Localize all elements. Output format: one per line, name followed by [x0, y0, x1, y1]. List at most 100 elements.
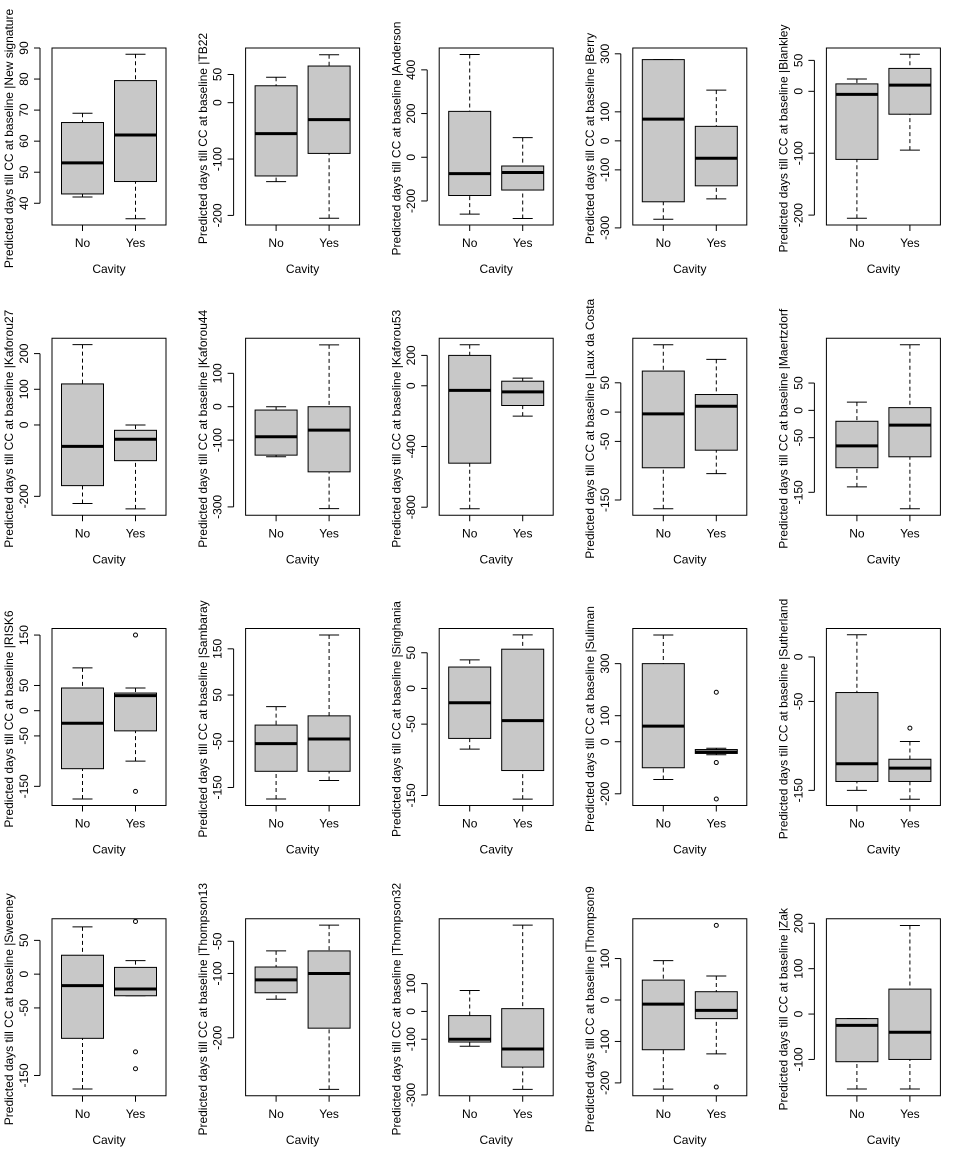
x-tick-label: No — [849, 236, 865, 250]
y-axis-label: Predicted days till CC at baseline |Blan… — [777, 25, 791, 253]
y-tick-label: 0 — [791, 653, 805, 660]
x-axis-label: Cavity — [867, 1133, 900, 1147]
outlier — [133, 918, 138, 924]
x-tick-label: Yes — [900, 817, 920, 831]
x-tick-label: No — [462, 236, 478, 250]
plot-frame — [51, 628, 167, 806]
y-tick-label: -100 — [404, 1027, 418, 1051]
y-tick-label: 100 — [598, 948, 612, 968]
plot-frame — [51, 918, 167, 1097]
x-tick-label: No — [462, 526, 478, 540]
box — [448, 1015, 492, 1043]
y-axis-label: Predicted days till CC at baseline |Laux… — [583, 298, 597, 558]
box — [61, 122, 104, 195]
plot-frame — [51, 337, 167, 516]
y-tick-label: -800 — [404, 495, 418, 519]
outlier — [133, 1066, 138, 1072]
y-tick-label: 50 — [17, 165, 31, 179]
y-axis-label: Predicted days till CC at baseline |Thom… — [196, 883, 210, 1136]
y-axis-label: Predicted days till CC at baseline |Swee… — [2, 893, 16, 1125]
box — [448, 110, 492, 196]
y-axis-label: Predicted days till CC at baseline |Kafo… — [196, 309, 210, 547]
y-tick-label: 0 — [791, 88, 805, 95]
plot-frame — [245, 918, 361, 1097]
plot-frame — [438, 47, 554, 226]
y-axis-label: Predicted days till CC at baseline |Suli… — [583, 606, 597, 832]
y-tick-label: -150 — [17, 774, 31, 798]
y-axis-label: Predicted days till CC at baseline |Ande… — [389, 22, 403, 256]
plot-frame — [825, 918, 941, 1097]
box — [307, 715, 351, 772]
box — [888, 758, 932, 782]
y-tick-label: -300 — [598, 216, 612, 240]
plot-frame — [438, 337, 554, 516]
plot-frame — [245, 337, 361, 516]
box — [694, 991, 738, 1020]
box — [114, 80, 157, 183]
box — [61, 383, 104, 487]
x-tick-label: Yes — [513, 817, 533, 831]
x-tick-label: No — [75, 236, 91, 250]
y-tick-label: 0 — [211, 99, 225, 106]
plot-frame — [632, 47, 748, 226]
x-tick-label: Yes — [900, 526, 920, 540]
y-tick-label: -200 — [598, 1071, 612, 1095]
x-axis-label: Cavity — [92, 552, 125, 566]
x-axis-label: Cavity — [92, 262, 125, 276]
box — [501, 380, 545, 406]
x-tick-label: Yes — [900, 1107, 920, 1121]
y-tick-label: -100 — [598, 158, 612, 182]
y-tick-label: 300 — [598, 653, 612, 673]
y-tick-label: 150 — [17, 625, 31, 645]
y-tick-label: -50 — [404, 715, 418, 733]
y-tick-label: 50 — [211, 67, 225, 81]
x-tick-label: Yes — [126, 817, 146, 831]
y-tick-label: 100 — [598, 102, 612, 122]
outlier — [713, 796, 719, 802]
y-tick-label: 0 — [791, 407, 805, 414]
x-tick-label: No — [268, 1107, 284, 1121]
plot-frame — [825, 628, 941, 806]
x-axis-label: Cavity — [480, 552, 513, 566]
y-axis-label: Predicted days till CC at baseline |RISK… — [2, 610, 16, 828]
x-tick-label: Yes — [707, 1107, 727, 1121]
x-axis-label: Cavity — [480, 262, 513, 276]
y-tick-label: -50 — [17, 999, 31, 1017]
y-tick-label: -100 — [791, 1047, 805, 1071]
outlier — [133, 788, 138, 794]
y-axis-label: Predicted days till CC at baseline |Zak — [777, 907, 791, 1111]
y-tick-label: 0 — [404, 154, 418, 161]
y-tick-label: 100 — [791, 958, 805, 978]
outlier — [713, 922, 719, 928]
y-tick-label: 300 — [598, 43, 612, 63]
x-tick-label: Yes — [513, 1107, 533, 1121]
y-axis-label: Predicted days till CC at baseline |Berr… — [583, 33, 597, 244]
x-tick-label: Yes — [319, 1107, 339, 1121]
x-axis-label: Cavity — [867, 843, 900, 857]
x-axis-label: Cavity — [480, 1133, 513, 1147]
box — [501, 165, 545, 191]
plot-frame — [825, 47, 941, 226]
x-tick-label: No — [268, 817, 284, 831]
y-tick-label: 100 — [211, 363, 225, 383]
box — [641, 59, 685, 203]
x-axis-label: Cavity — [286, 552, 319, 566]
y-tick-label: 50 — [791, 53, 805, 67]
y-axis-label: Predicted days till CC at baseline |Suth… — [777, 599, 791, 840]
y-tick-label: 100 — [404, 973, 418, 993]
plot-frame — [632, 918, 748, 1097]
box — [888, 407, 932, 458]
plot-frame — [632, 337, 748, 516]
box — [448, 354, 492, 464]
box — [641, 979, 685, 1051]
x-axis-label: Cavity — [673, 552, 706, 566]
y-tick-label: 150 — [211, 639, 225, 659]
